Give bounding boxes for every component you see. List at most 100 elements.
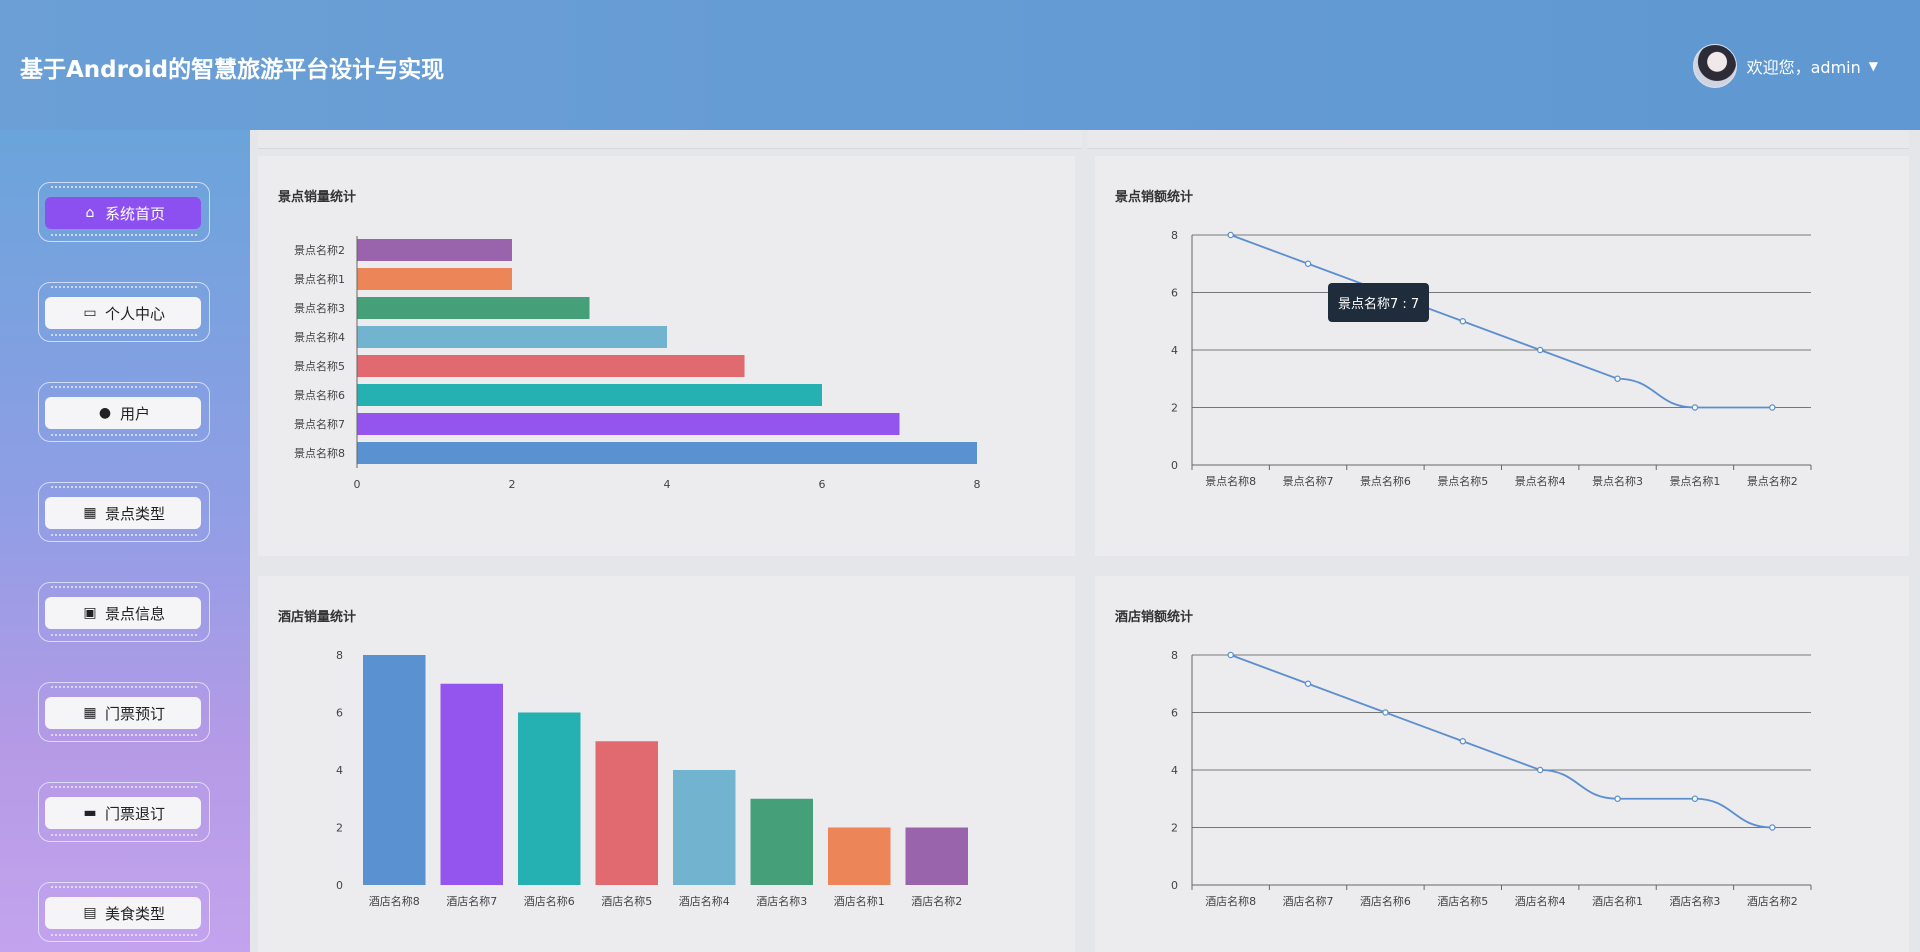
- location-pin-icon: ●: [98, 405, 112, 421]
- home-icon: ⌂: [85, 205, 95, 221]
- data-point: [1459, 737, 1467, 745]
- chart-hotel-amount: 0 2 4 6 8 酒店名称8 酒店名称7 酒店名称6 酒店名称5 酒店名称4 酒店名称1 酒店名称3…: [1171, 649, 1812, 908]
- tick-label: 6: [1171, 287, 1178, 300]
- tick-label: 8: [1171, 649, 1178, 662]
- nav-button[interactable]: ● 用户: [45, 397, 201, 429]
- sidebar-item-label: 用户: [119, 404, 150, 423]
- wallet-icon: ▭: [83, 305, 97, 321]
- sidebar-item-scenic-info[interactable]: ▣ 景点信息: [38, 582, 210, 642]
- nav-frame: [38, 482, 210, 542]
- tick-label: 2: [1171, 402, 1178, 415]
- tick-label: 4: [336, 764, 343, 777]
- category-label: 景点名称8: [1205, 474, 1256, 488]
- data-point: [1536, 346, 1544, 354]
- tick-label: 0: [1171, 879, 1178, 892]
- bar: [357, 297, 590, 319]
- caret-down-icon[interactable]: ▼: [1868, 59, 1878, 73]
- data-point: [1304, 260, 1312, 268]
- nav-button[interactable]: ▦ 景点类型: [45, 497, 201, 529]
- nav-button[interactable]: ▣ 景点信息: [45, 597, 201, 629]
- chart-title: 酒店销额统计: [1115, 610, 1194, 625]
- tick-label: 4: [664, 478, 671, 491]
- tick-label: 0: [354, 478, 361, 491]
- data-point: [1459, 317, 1467, 325]
- nav-frame: [38, 682, 210, 742]
- grid-icon: ▦: [83, 705, 97, 721]
- nav-frame: [38, 782, 210, 842]
- nav-button[interactable]: ▬ 门票退订: [45, 797, 201, 829]
- user-menu[interactable]: 欢迎您，admin ▼: [1692, 44, 1878, 88]
- sidebar-item-home[interactable]: ⌂ 系统首页: [38, 182, 210, 242]
- category-label: 景点名称4: [1515, 474, 1566, 488]
- bar: [595, 741, 658, 885]
- bar: [357, 268, 512, 290]
- category-label: 酒店名称6: [524, 894, 575, 908]
- tick-label: 0: [336, 879, 343, 892]
- category-label: 酒店名称7: [446, 894, 497, 908]
- data-point: [1227, 651, 1234, 659]
- sidebar-item-profile[interactable]: ▭ 个人中心: [38, 282, 210, 342]
- nav-frame: [38, 282, 210, 342]
- category-label: 酒店名称8: [369, 894, 420, 908]
- sidebar-item-users[interactable]: ● 用户: [38, 382, 210, 442]
- category-label: 酒店名称3: [756, 894, 807, 908]
- category-label: 景点名称4: [294, 330, 345, 344]
- nav-button[interactable]: ▤ 美食类型: [45, 897, 201, 929]
- nav-button[interactable]: ▭ 个人中心: [45, 297, 201, 329]
- data-point: [1227, 231, 1234, 239]
- nav-button[interactable]: ▦ 门票预订: [45, 697, 201, 729]
- card-scenic-amount: 景点销额统计 0 2 4 6 8 景点名称8 景点名称7 景点名称6 景点名称5 景点名称4 景点名…: [1095, 156, 1909, 556]
- bar: [518, 712, 581, 885]
- welcome-text[interactable]: 欢迎您，admin: [1746, 58, 1861, 77]
- category-label: 酒店名称2: [1747, 894, 1798, 908]
- clipboard-icon: ▣: [83, 605, 97, 621]
- data-point: [1614, 375, 1621, 382]
- tick-label: 8: [1171, 229, 1178, 242]
- sidebar-item-label: 门票预订: [104, 704, 165, 723]
- tick-label: 8: [336, 649, 343, 662]
- sidebar-item-ticket-refund[interactable]: ▬ 门票退订: [38, 782, 210, 842]
- tick-label: 2: [509, 478, 516, 491]
- sidebar-item-label: 景点类型: [104, 504, 165, 523]
- bar: [357, 384, 822, 406]
- chat-icon: ▬: [83, 805, 97, 821]
- bar: [357, 442, 977, 464]
- chart-scenic-sales: 景点名称2 景点名称1 景点名称3 景点名称4 景点名称5 景点名称6 景点名称7 景点名称8…: [294, 236, 981, 491]
- bar: [357, 355, 745, 377]
- chart-tooltip: 景点名称7 : 7: [1328, 283, 1430, 322]
- category-label: 景点名称7: [294, 417, 345, 431]
- chart-title: 酒店销量统计: [278, 610, 357, 625]
- data-point: [1382, 709, 1389, 716]
- data-point: [1614, 795, 1621, 802]
- category-label: 酒店名称2: [911, 894, 962, 908]
- tick-label: 2: [336, 822, 343, 835]
- bar: [357, 413, 900, 435]
- tick-label: 8: [974, 478, 981, 491]
- category-label: 酒店名称6: [1360, 894, 1411, 908]
- chart-title: 景点销量统计: [278, 190, 357, 205]
- card-scenic-sales: 景点销量统计 景点名称2 景点名称1 景点名称3 景点名称4 景点名称5 景点名称6 景点名…: [258, 156, 1075, 556]
- sidebar-item-label: 个人中心: [104, 304, 165, 323]
- category-label: 景点名称5: [294, 359, 345, 373]
- sidebar-item-food-type[interactable]: ▤ 美食类型: [38, 882, 210, 942]
- nav-frame: [38, 182, 210, 242]
- category-label: 景点名称6: [1360, 474, 1411, 488]
- nav-button[interactable]: ⌂ 系统首页: [45, 197, 201, 229]
- category-label: 景点名称1: [294, 272, 345, 286]
- bar: [357, 326, 667, 348]
- data-point: [1769, 404, 1776, 411]
- category-label: 景点名称6: [294, 388, 345, 402]
- data-point: [1304, 680, 1312, 688]
- category-label: 景点名称5: [1437, 474, 1488, 488]
- bar: [828, 827, 891, 885]
- category-label: 景点名称3: [294, 301, 345, 315]
- sidebar-item-scenic-type[interactable]: ▦ 景点类型: [38, 482, 210, 542]
- tick-label: 0: [1171, 459, 1178, 472]
- sidebar-item-ticket-booking[interactable]: ▦ 门票预订: [38, 682, 210, 742]
- data-point: [1691, 795, 1699, 802]
- avatar[interactable]: [1692, 44, 1737, 88]
- bar: [750, 798, 813, 885]
- category-label: 酒店名称3: [1669, 894, 1720, 908]
- data-point: [1769, 824, 1776, 831]
- nav-frame: [38, 382, 210, 442]
